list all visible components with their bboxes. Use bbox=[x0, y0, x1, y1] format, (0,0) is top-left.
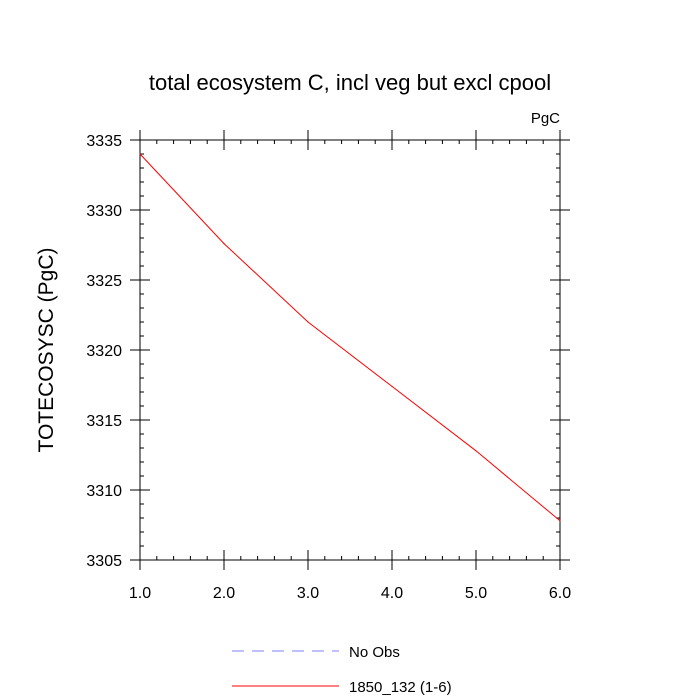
x-tick-label: 6.0 bbox=[549, 585, 571, 602]
y-tick-label: 3320 bbox=[86, 343, 122, 360]
chart-title: total ecosystem C, incl veg but excl cpo… bbox=[149, 70, 551, 95]
plot-frame bbox=[139, 139, 561, 561]
x-tick-label: 4.0 bbox=[381, 585, 403, 602]
x-tick-label: 1.0 bbox=[129, 585, 151, 602]
y-tick-label: 3330 bbox=[86, 203, 122, 220]
axis-ticks bbox=[130, 130, 570, 570]
y-tick-labels: 3305 3310 3315 3320 3325 3330 3335 bbox=[86, 133, 122, 570]
legend-label: 1850_132 (1-6) bbox=[349, 679, 452, 696]
y-tick-label: 3335 bbox=[86, 133, 122, 150]
y-tick-label: 3325 bbox=[86, 273, 122, 290]
legend-label: No Obs bbox=[349, 644, 400, 661]
data-point bbox=[139, 153, 141, 155]
y-tick-label: 3305 bbox=[86, 553, 122, 570]
x-tick-labels: 1.0 2.0 3.0 4.0 5.0 6.0 bbox=[129, 585, 571, 602]
legend: No Obs 1850_132 (1-6) bbox=[232, 644, 452, 696]
y-axis-label: TOTECOSYSC (PgC) bbox=[35, 248, 58, 453]
x-tick-label: 5.0 bbox=[465, 585, 487, 602]
data-point bbox=[475, 450, 477, 452]
series-line-1 bbox=[139, 153, 561, 522]
data-point bbox=[223, 243, 225, 245]
x-tick-label: 3.0 bbox=[297, 585, 319, 602]
series-layer bbox=[139, 153, 561, 522]
y-tick-label: 3310 bbox=[86, 483, 122, 500]
unit-label: PgC bbox=[531, 110, 560, 127]
y-tick-label: 3315 bbox=[86, 413, 122, 430]
data-point bbox=[559, 520, 561, 522]
data-point bbox=[307, 321, 309, 323]
data-point bbox=[391, 385, 393, 387]
x-tick-label: 2.0 bbox=[213, 585, 235, 602]
